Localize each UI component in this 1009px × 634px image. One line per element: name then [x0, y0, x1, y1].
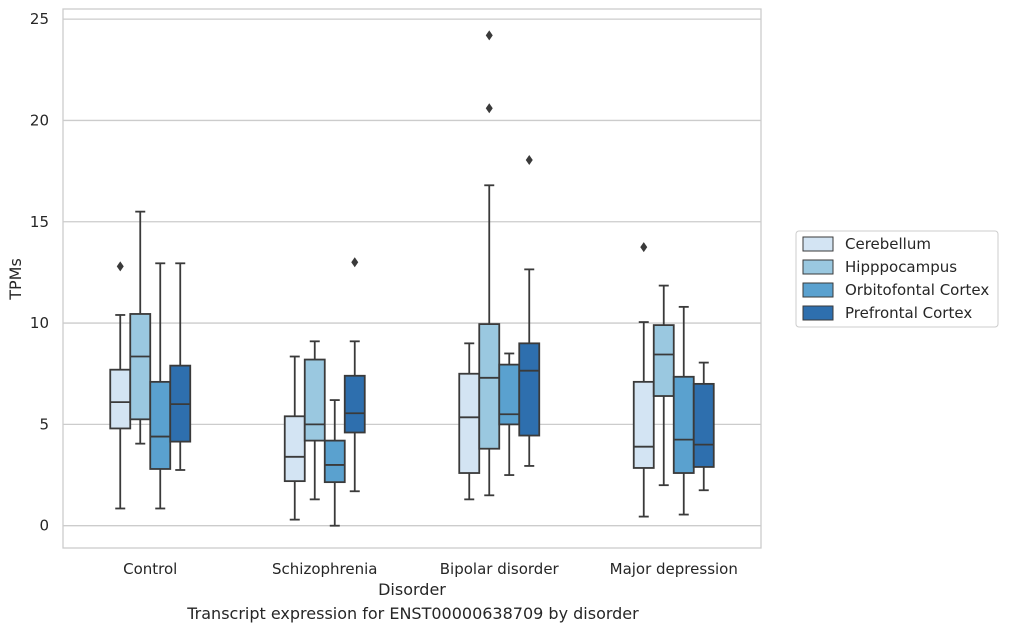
legend-swatch — [802, 259, 834, 275]
box-cerebellum — [109, 261, 132, 510]
y-tick-label: 25 — [30, 10, 49, 28]
legend-label: Prefrontal Cortex — [845, 304, 972, 322]
legend-label: Orbitofontal Cortex — [845, 281, 989, 299]
box-cerebellum — [458, 342, 481, 501]
box-prefrontal-cortex — [343, 257, 366, 493]
x-tick-label: Major depression — [610, 560, 738, 578]
y-tick-label: 20 — [30, 111, 49, 129]
box-cerebellum — [632, 242, 655, 518]
box-prefrontal-cortex — [692, 361, 715, 492]
y-tick-label: 10 — [30, 314, 49, 332]
iqr-box — [632, 380, 655, 469]
iqr-box — [343, 374, 366, 434]
legend-item: Cerebellum — [802, 235, 931, 253]
legend-item: Prefrontal Cortex — [802, 304, 972, 322]
y-tick-label: 5 — [39, 415, 49, 433]
legend-swatch — [802, 282, 834, 298]
iqr-box — [478, 323, 501, 450]
outlier-point — [485, 103, 493, 114]
iqr-box — [518, 342, 541, 437]
legend-item: Orbitofontal Cortex — [802, 281, 989, 299]
box-prefrontal-cortex — [169, 262, 192, 471]
legend-swatch — [802, 305, 834, 321]
iqr-box — [458, 372, 481, 474]
legend-item: Hipppocampus — [802, 258, 957, 276]
iqr-box — [149, 380, 172, 470]
outlier-point — [525, 154, 533, 165]
outlier-point — [116, 261, 124, 272]
legend-label: Hipppocampus — [845, 258, 957, 276]
x-tick-label: Control — [123, 560, 177, 578]
y-tick-labels: 0 5 10 15 20 25 — [30, 10, 49, 535]
x-tick-labels: Control Schizophrenia Bipolar disorder Majo… — [123, 560, 738, 578]
iqr-box — [303, 358, 326, 442]
box-hipppocampus — [303, 340, 326, 501]
iqr-box — [672, 375, 695, 474]
y-tick-label: 15 — [30, 213, 49, 231]
box-orbitofontal-cortex — [498, 352, 521, 476]
outlier-point — [351, 257, 359, 268]
iqr-box — [109, 368, 132, 430]
boxes — [109, 30, 715, 527]
box-hipppocampus — [652, 284, 675, 487]
x-tick-label: Schizophrenia — [272, 560, 377, 578]
box-hipppocampus — [129, 210, 152, 445]
y-tick-label: 0 — [39, 517, 49, 535]
figure-caption: Transcript expression for ENST0000063870… — [187, 604, 639, 623]
x-axis-label: Disorder — [378, 580, 446, 599]
box-orbitofontal-cortex — [149, 262, 172, 510]
iqr-box — [692, 382, 715, 468]
legend-swatch — [802, 236, 834, 252]
outlier-point — [640, 242, 648, 253]
y-axis-label: TPMs — [6, 258, 25, 301]
outlier-point — [485, 30, 493, 41]
legend: Cerebellum Hipppocampus Orbitofontal Corte… — [795, 230, 999, 328]
box-cerebellum — [283, 355, 306, 521]
box-prefrontal-cortex — [518, 154, 541, 467]
iqr-box — [283, 415, 306, 483]
legend-label: Cerebellum — [845, 235, 931, 253]
iqr-box — [129, 313, 152, 421]
iqr-box — [323, 439, 346, 484]
plot-frame — [62, 8, 762, 549]
iqr-box — [498, 363, 521, 426]
legend-frame — [795, 230, 999, 328]
box-orbitofontal-cortex — [672, 305, 695, 516]
x-tick-label: Bipolar disorder — [440, 560, 560, 578]
iqr-box — [652, 324, 675, 397]
box-hipppocampus — [478, 30, 501, 497]
box-orbitofontal-cortex — [323, 399, 346, 527]
